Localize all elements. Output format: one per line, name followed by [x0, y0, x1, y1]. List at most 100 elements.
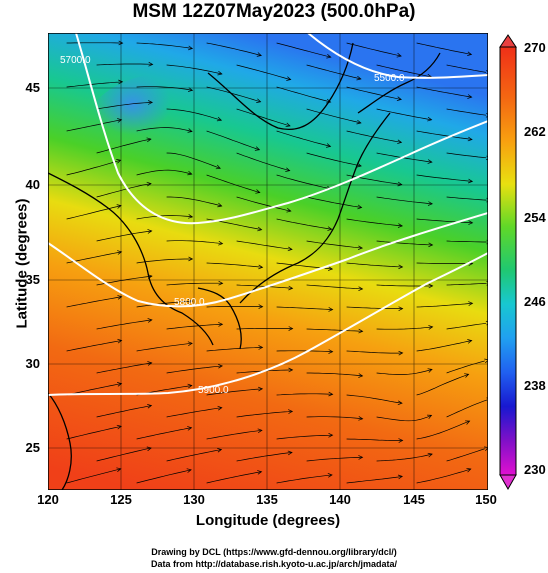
streamline-arrowhead: [286, 208, 292, 213]
streamline-arrowhead: [397, 181, 403, 187]
xtick-140: 140: [329, 492, 351, 507]
streamline: [306, 416, 363, 420]
streamline: [96, 138, 151, 154]
streamline: [206, 388, 263, 396]
streamline: [206, 305, 263, 308]
streamline: [346, 218, 403, 227]
streamline: [276, 42, 331, 58]
streamline-arrowhead: [148, 100, 153, 105]
streamline-arrowhead: [256, 98, 262, 103]
streamline: [306, 456, 363, 462]
streamline: [346, 130, 402, 143]
streamline: [306, 64, 361, 80]
streamline: [136, 127, 193, 132]
streamline: [346, 86, 402, 100]
colorbar-tick-230: 230: [524, 462, 546, 477]
streamline: [346, 350, 403, 354]
streamline-arrowhead: [218, 280, 224, 286]
coastline-taiwan: [48, 392, 72, 490]
streamline-arrowhead: [356, 119, 362, 125]
streamline: [206, 471, 262, 484]
streamline: [136, 169, 192, 176]
streamline: [236, 240, 293, 250]
streamline: [136, 427, 192, 440]
streamline: [376, 414, 432, 422]
streamline: [416, 42, 472, 55]
streamline-arrowhead: [257, 226, 263, 232]
streamline: [376, 369, 433, 375]
ytick-30: 30: [25, 356, 40, 371]
cold-core: [78, 73, 258, 213]
streamline: [376, 240, 433, 246]
streamline: [166, 323, 223, 330]
streamline-arrowhead: [215, 164, 221, 170]
streamline: [136, 342, 193, 352]
streamline-arrowhead: [258, 264, 264, 270]
streamline-arrowhead: [187, 341, 193, 346]
streamline-arrowhead: [427, 201, 433, 206]
streamline: [276, 174, 331, 190]
streamline: [416, 373, 469, 396]
streamline-arrowhead: [187, 170, 193, 176]
contour-5500: [307, 33, 488, 79]
streamline-arrowhead: [188, 298, 194, 304]
streamline-arrowhead: [188, 256, 194, 262]
streamline-arrowhead: [328, 391, 334, 397]
coastline-korea-china: [48, 172, 214, 346]
streamline: [66, 383, 122, 396]
coastline-russia: [207, 42, 354, 131]
streamline-arrowhead: [147, 318, 153, 323]
streamline-arrowhead: [358, 455, 364, 460]
streamline-arrowhead: [186, 468, 192, 473]
streamline-arrowhead: [187, 426, 193, 431]
streamline: [166, 282, 223, 286]
streamline-arrowhead: [484, 358, 488, 364]
streamline-arrowhead: [398, 438, 404, 443]
streamline-arrowhead: [217, 363, 223, 369]
coastline-hokkaido: [357, 52, 441, 114]
streamline-arrowhead: [427, 414, 433, 420]
streamline: [306, 152, 362, 167]
streamline-arrowhead: [467, 339, 473, 344]
streamline-arrowhead: [358, 286, 364, 292]
streamline-arrowhead: [287, 450, 293, 456]
y-axis-label: Latitude (degrees): [13, 198, 31, 329]
streamline-arrowhead: [147, 229, 153, 234]
streamline: [416, 302, 473, 308]
streamline: [136, 215, 193, 220]
streamline-arrowhead: [218, 240, 224, 246]
streamline-arrowhead: [257, 428, 263, 433]
streamline: [66, 251, 122, 264]
streamline-arrowhead: [258, 304, 264, 309]
streamline-arrowhead: [187, 383, 193, 389]
streamline-arrowhead: [188, 87, 194, 92]
streamline: [416, 174, 473, 182]
xtick-145: 145: [403, 492, 425, 507]
streamline-arrowhead: [397, 400, 403, 406]
contour-5900: [48, 252, 488, 396]
streamline-arrowhead: [328, 432, 334, 438]
colorbar: [499, 34, 517, 491]
streamline: [206, 174, 260, 193]
streamline: [346, 262, 403, 268]
streamline-arrowhead: [428, 242, 434, 248]
streamline: [96, 63, 153, 66]
streamline: [446, 196, 487, 201]
streamline-arrowhead: [398, 306, 404, 312]
streamline: [376, 326, 433, 330]
streamline: [416, 130, 473, 140]
streamline-arrowhead: [328, 307, 334, 312]
streamline-arrowhead: [327, 472, 333, 478]
streamline: [206, 429, 262, 440]
streamline-arrowhead: [358, 416, 364, 421]
streamline: [446, 108, 487, 116]
streamline-arrowhead: [147, 361, 153, 366]
streamline: [66, 468, 121, 484]
coastline-kyushu: [197, 287, 242, 350]
colorbar-tick-254: 254: [524, 210, 546, 225]
x-axis-label: Longitude (degrees): [195, 512, 341, 529]
streamline: [306, 328, 363, 332]
streamline-arrowhead: [217, 447, 223, 453]
streamline-arrowhead: [327, 266, 334, 271]
streamline-arrowhead: [117, 250, 123, 255]
